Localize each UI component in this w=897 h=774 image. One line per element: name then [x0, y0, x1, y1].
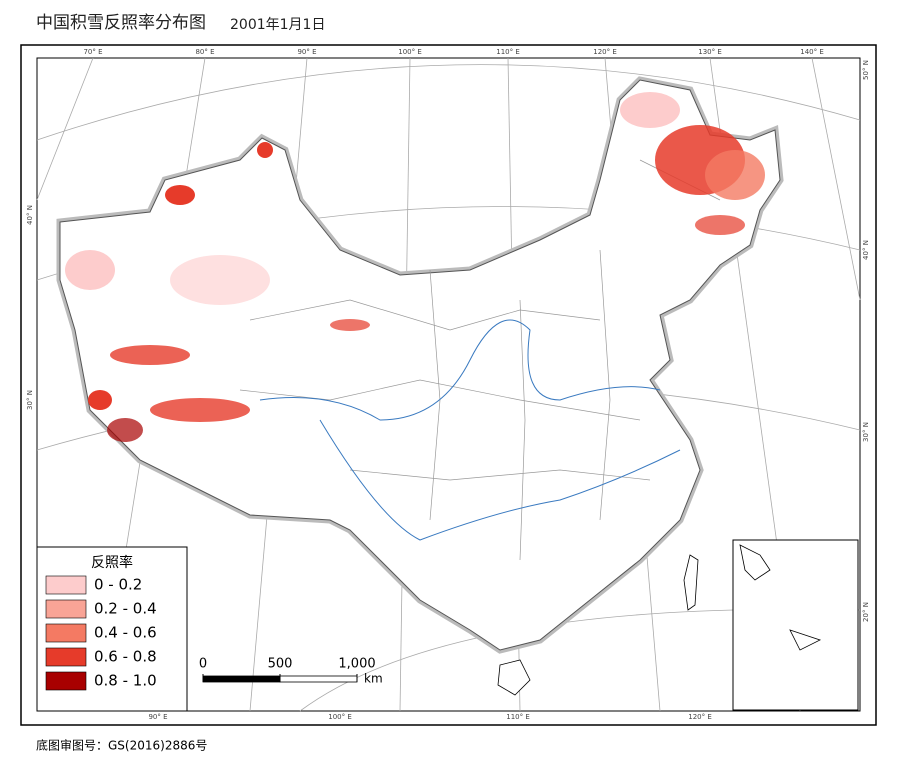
graticule-label: 70° E: [83, 48, 102, 56]
title: 中国积雪反照率分布图: [36, 13, 206, 33]
graticule-label: 20° N: [862, 602, 870, 622]
rivers: [259, 319, 681, 541]
graticule-label: 40° N: [26, 205, 34, 225]
graticule-label: 50° N: [862, 60, 870, 80]
graticule-label: 80° E: [195, 48, 214, 56]
graticule-label: 110° E: [496, 48, 520, 56]
graticule-label: 100° E: [328, 713, 352, 721]
footer: 底图审图号：GS(2016)2886号: [36, 738, 207, 753]
legend-swatch: [45, 575, 87, 595]
graticule-label: 140° E: [800, 48, 824, 56]
outer-frame: [20, 44, 877, 726]
legend-title: 反照率: [91, 554, 133, 571]
scale-label: 1,000: [338, 657, 375, 672]
legend-label: 0.6 - 0.8: [94, 648, 157, 666]
scale-label: 500: [268, 657, 293, 672]
graticule-label: 40° N: [862, 240, 870, 260]
graticule-label: 90° E: [297, 48, 316, 56]
graticule-label: 110° E: [506, 713, 530, 721]
islands: [497, 554, 699, 696]
inset-islands: [739, 544, 822, 651]
legend-label: 0.2 - 0.4: [94, 600, 157, 618]
graticule-label: 120° E: [593, 48, 617, 56]
legend-swatch: [45, 647, 87, 667]
graticule-label: 120° E: [688, 713, 712, 721]
snow-patches: [65, 92, 765, 442]
graticule-label: 90° E: [148, 713, 167, 721]
scale-segment: [202, 675, 281, 683]
graticule-label: 100° E: [398, 48, 422, 56]
legend-swatch: [45, 623, 87, 643]
graticule-label: 130° E: [698, 48, 722, 56]
legend-label: 0 - 0.2: [94, 576, 142, 594]
south-sea-inset: [732, 539, 859, 711]
china-outline: [59, 79, 781, 651]
date: 2001年1月1日: [230, 17, 325, 33]
legend-label: 0.8 - 1.0: [94, 672, 157, 690]
legend-label: 0.4 - 0.6: [94, 624, 157, 642]
scale-unit: km: [364, 672, 383, 686]
graticule-label: 30° N: [26, 390, 34, 410]
scale-segment: [279, 675, 358, 683]
legend-swatch: [45, 671, 87, 691]
legend-swatch: [45, 599, 87, 619]
scale-label: 0: [199, 657, 207, 672]
graticule-label: 30° N: [862, 422, 870, 442]
